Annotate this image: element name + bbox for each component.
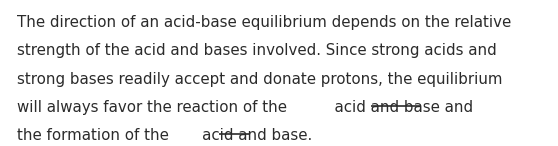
Text: strong bases readily accept and donate protons, the equilibrium: strong bases readily accept and donate p… <box>17 72 502 87</box>
Text: the formation of the       acid and base.: the formation of the acid and base. <box>17 128 312 144</box>
Text: strength of the acid and bases involved. Since strong acids and: strength of the acid and bases involved.… <box>17 43 497 58</box>
Text: The direction of an acid-base equilibrium depends on the relative: The direction of an acid-base equilibriu… <box>17 15 511 30</box>
Text: will always favor the reaction of the          acid and base and: will always favor the reaction of the ac… <box>17 100 473 115</box>
